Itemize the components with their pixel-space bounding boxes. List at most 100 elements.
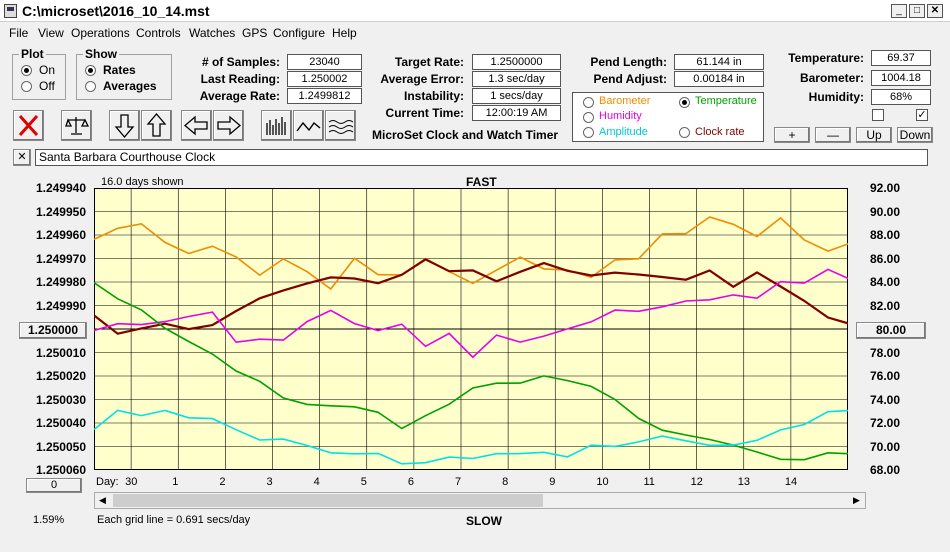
show-group: Show bbox=[76, 47, 172, 100]
target-rate-field: 1.2500000 bbox=[472, 54, 561, 70]
humidity-field: 68% bbox=[871, 89, 931, 105]
slow-label: SLOW bbox=[466, 514, 502, 528]
stop-button[interactable] bbox=[13, 110, 44, 141]
arrow-up-button[interactable] bbox=[141, 110, 172, 141]
arrow-down-button[interactable] bbox=[109, 110, 140, 141]
bar-plot-button[interactable] bbox=[261, 110, 292, 141]
y-left-tick-label: 1.250060 bbox=[35, 463, 86, 477]
x-day-label: 6 bbox=[407, 476, 414, 488]
scroll-right-arrow[interactable]: ▶ bbox=[853, 495, 860, 505]
plot-on-label: On bbox=[39, 63, 56, 77]
wave-plot-button[interactable] bbox=[325, 110, 356, 141]
y-right-selected-button[interactable]: 80.00 bbox=[856, 322, 926, 339]
close-button[interactable]: ✕ bbox=[927, 4, 943, 18]
app-icon bbox=[4, 4, 17, 18]
y-left-tick-label: 1.249970 bbox=[35, 251, 86, 266]
scroll-thumb[interactable] bbox=[113, 494, 543, 507]
plot-on-radio[interactable] bbox=[21, 65, 32, 76]
horizontal-scrollbar[interactable]: ◀ ▶ bbox=[94, 492, 866, 509]
menu-watches[interactable]: Watches bbox=[189, 26, 236, 40]
y-right-tick-label: 82.00 bbox=[870, 298, 901, 313]
y-right-tick-label: 90.00 bbox=[870, 204, 901, 219]
barometer-option: Barometer bbox=[599, 95, 651, 107]
amplitude-radio[interactable] bbox=[583, 127, 594, 138]
y-right-tick-label: 84.00 bbox=[870, 275, 901, 289]
y-left-tick-label: 1.250030 bbox=[35, 392, 86, 407]
y-left-tick-label: 1.250020 bbox=[35, 369, 86, 383]
menu-operations[interactable]: Operations bbox=[71, 26, 130, 40]
temperature-series-line bbox=[94, 216, 848, 291]
menu-help[interactable]: Help bbox=[332, 26, 357, 40]
line-plot-button[interactable] bbox=[293, 110, 324, 141]
plot-off-radio[interactable] bbox=[21, 81, 32, 92]
temperature-label: Temperature: bbox=[788, 51, 864, 65]
y-right-tick-label: 72.00 bbox=[870, 416, 901, 430]
average-error-label: Average Error: bbox=[380, 72, 464, 86]
menu-configure[interactable]: Configure bbox=[273, 26, 326, 40]
y-right-tick-label: 92.00 bbox=[870, 181, 901, 195]
y-left-tick-label: 1.249940 bbox=[35, 181, 86, 195]
samples-label: # of Samples: bbox=[201, 55, 280, 69]
clock-rate-option: Clock rate bbox=[695, 126, 745, 138]
temperature-radio[interactable] bbox=[679, 97, 690, 108]
x-day-label: 4 bbox=[313, 476, 320, 488]
x-day-label: 9 bbox=[549, 476, 556, 488]
humidity-radio[interactable] bbox=[583, 112, 594, 123]
y-right-tick-label: 86.00 bbox=[870, 251, 901, 266]
plot-off-label: Off bbox=[39, 79, 55, 93]
arrow-right-button[interactable] bbox=[213, 110, 244, 141]
menu-file[interactable]: File bbox=[9, 26, 29, 40]
y-right-tick-label: 76.00 bbox=[870, 369, 901, 383]
minus-button[interactable]: — bbox=[815, 127, 851, 143]
checkbox-right[interactable]: ✓ bbox=[916, 109, 928, 121]
x-day-label: 5 bbox=[360, 476, 367, 488]
y-right-tick-label: 70.00 bbox=[870, 439, 901, 454]
fast-label: FAST bbox=[466, 175, 497, 189]
show-rates-radio[interactable] bbox=[85, 65, 96, 76]
checkbox-left[interactable] bbox=[872, 109, 884, 121]
barometer-label: Barometer: bbox=[799, 71, 864, 85]
y-left-tick-label: 1.249960 bbox=[35, 228, 86, 242]
plot-lines bbox=[94, 188, 848, 470]
days-shown-label: 16.0 days shown bbox=[101, 176, 184, 188]
y-right-tick-label: 88.00 bbox=[870, 228, 901, 242]
menu-gps[interactable]: GPS bbox=[242, 26, 268, 40]
x-day-label: 8 bbox=[502, 476, 509, 488]
y-right-tick-label: 78.00 bbox=[870, 345, 901, 360]
pend-adjust-label: Pend Adjust: bbox=[593, 72, 667, 86]
show-averages-radio[interactable] bbox=[85, 81, 96, 92]
maximize-button[interactable]: □ bbox=[909, 4, 925, 18]
balance-scale-icon bbox=[65, 117, 90, 135]
minimize-button[interactable]: _ bbox=[891, 4, 907, 18]
up-button[interactable]: Up bbox=[856, 127, 892, 143]
pend-adjust-field: 0.00184 in bbox=[674, 71, 764, 87]
bar-graph-icon bbox=[266, 117, 286, 135]
pend-length-label: Pend Length: bbox=[590, 55, 667, 69]
clock-name-input[interactable]: Santa Barbara Courthouse Clock bbox=[35, 149, 928, 166]
arrow-left-button[interactable] bbox=[181, 110, 212, 141]
x-day-label: 2 bbox=[219, 476, 226, 488]
average-rate-label: Average Rate: bbox=[199, 89, 280, 103]
x-day-label: 13 bbox=[737, 476, 750, 488]
app-name: MicroSet Clock and Watch Timer bbox=[372, 128, 559, 142]
clear-clock-button[interactable]: ✕ bbox=[13, 149, 31, 166]
down-button[interactable]: Down bbox=[897, 127, 933, 143]
current-time-label: Current Time: bbox=[385, 106, 464, 120]
show-group-title: Show bbox=[83, 47, 119, 61]
balance-button[interactable] bbox=[61, 110, 92, 141]
temperature-option: Temperature bbox=[695, 95, 757, 107]
x-day-label: 10 bbox=[596, 476, 609, 488]
zero-button[interactable]: 0 bbox=[26, 478, 82, 493]
clock-rate-radio[interactable] bbox=[679, 127, 690, 138]
menu-view[interactable]: View bbox=[38, 26, 64, 40]
grid-note: Each grid line = 0.691 secs/day bbox=[97, 514, 251, 526]
plot-group-title: Plot bbox=[19, 47, 46, 61]
y-left-selected-button[interactable]: 1.250000 bbox=[19, 322, 87, 339]
y-left-tick-label: 1.250010 bbox=[35, 345, 86, 360]
barometer-field: 1004.18 bbox=[871, 70, 931, 86]
barometer-radio[interactable] bbox=[583, 97, 594, 108]
menu-controls[interactable]: Controls bbox=[136, 26, 181, 40]
plus-button[interactable]: + bbox=[774, 127, 810, 143]
x-day-label: 7 bbox=[455, 476, 462, 488]
scroll-left-arrow[interactable]: ◀ bbox=[99, 495, 106, 505]
